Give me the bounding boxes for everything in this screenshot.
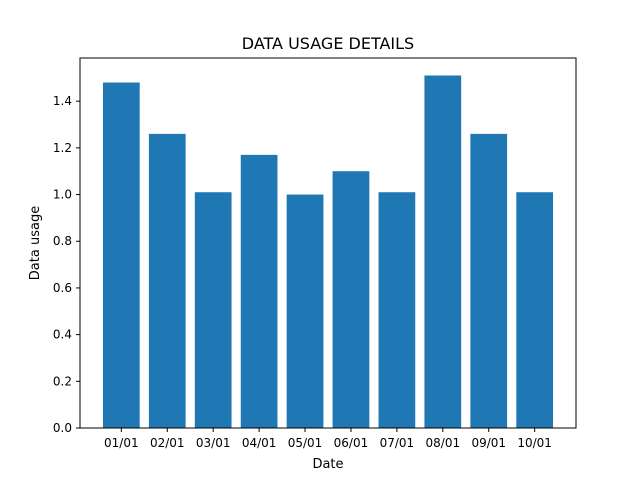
y-axis: 0.0 0.2 0.4 0.6 0.8 1.0 1.2 1.4	[53, 94, 80, 435]
bar-04-01	[240, 154, 278, 428]
x-tick-label: 01/01	[104, 436, 139, 450]
x-tick-label: 09/01	[471, 436, 506, 450]
y-tick-label: 0.8	[53, 234, 72, 248]
x-tick-label: 05/01	[288, 436, 323, 450]
x-tick-label: 02/01	[150, 436, 185, 450]
bar-02-01	[148, 133, 186, 428]
x-tick-label: 08/01	[426, 436, 461, 450]
bar-03-01	[194, 192, 232, 428]
bars-group	[102, 75, 554, 428]
bar-06-01	[332, 171, 370, 428]
plot-frame	[79, 57, 577, 429]
bar-05-01	[286, 194, 324, 428]
y-axis-label: Data usage	[28, 206, 43, 280]
bar-09-01	[470, 133, 508, 428]
bar-07-01	[378, 192, 416, 428]
x-axis: 01/01 02/01 03/01 04/01 05/01 06/01 07/01 08/01…	[104, 428, 552, 450]
x-tick-label: 03/01	[196, 436, 231, 450]
y-tick-label: 1.2	[53, 141, 72, 155]
x-tick-label: 10/01	[517, 436, 552, 450]
x-tick-label: 04/01	[242, 436, 277, 450]
x-axis-label: Date	[312, 457, 343, 472]
bar-08-01	[424, 75, 462, 428]
y-tick-label: 0.6	[53, 281, 72, 295]
y-tick-label: 0.4	[53, 328, 72, 342]
y-tick-label: 1.4	[53, 94, 72, 108]
y-tick-label: 0.2	[53, 374, 72, 388]
chart-title: DATA USAGE DETAILS	[242, 34, 414, 53]
x-tick-label: 07/01	[380, 436, 415, 450]
x-tick-label: 06/01	[334, 436, 369, 450]
y-tick-label: 1.0	[53, 188, 72, 202]
bar-10-01	[516, 192, 554, 428]
bar-01-01	[102, 82, 140, 428]
y-tick-label: 0.0	[53, 421, 72, 435]
